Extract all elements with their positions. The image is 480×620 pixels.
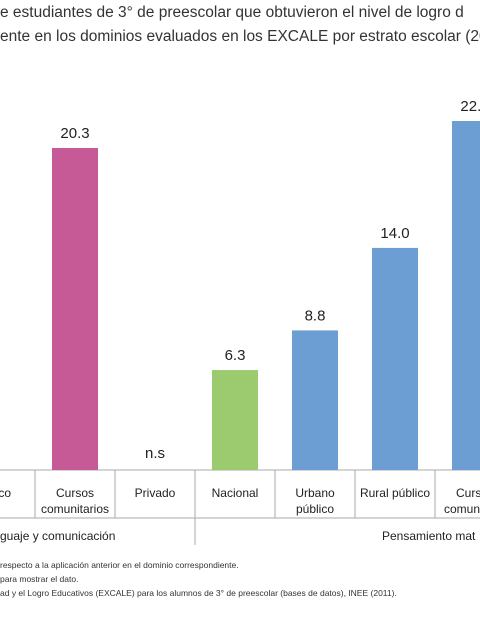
value-label-4: 8.8 bbox=[305, 307, 326, 324]
footnote-2: para mostrar el dato. bbox=[0, 574, 79, 584]
value-label-2: n.s bbox=[145, 445, 165, 462]
group-label-pensamiento: Pensamiento mat bbox=[382, 529, 476, 543]
category-label-6: comunitario bbox=[444, 502, 480, 516]
category-label-4: público bbox=[296, 502, 334, 516]
footnote-3: ad y el Logro Educativos (EXCALE) para l… bbox=[0, 588, 397, 598]
value-label-1: 20.3 bbox=[60, 125, 89, 142]
category-label-1: comunitarios bbox=[41, 502, 109, 516]
value-label-3: 6.3 bbox=[225, 347, 246, 364]
category-label-0: co bbox=[0, 486, 11, 500]
value-label-5: 14.0 bbox=[380, 225, 409, 242]
bar-1 bbox=[52, 147, 98, 470]
category-label-2: Privado bbox=[135, 486, 176, 500]
chart-title-line-2: ente en los dominios evaluados en los EX… bbox=[0, 28, 480, 45]
category-label-3: Nacional bbox=[212, 486, 259, 500]
group-label-lenguaje: guaje y comunicación bbox=[0, 529, 115, 543]
bar-6 bbox=[452, 121, 480, 470]
bar-4 bbox=[292, 330, 338, 470]
bar-5 bbox=[372, 247, 418, 470]
category-label-1: Cursos bbox=[56, 486, 94, 500]
chart-title-line-1: e estudiantes de 3° de preescolar que ob… bbox=[0, 4, 464, 21]
bar-3 bbox=[212, 370, 258, 470]
category-label-4: Urbano bbox=[295, 486, 335, 500]
value-label-6: 22.0 bbox=[460, 98, 480, 115]
footnote-1: respecto a la aplicación anterior en el … bbox=[0, 560, 239, 570]
category-label-6: Cursos bbox=[456, 486, 480, 500]
bar-chart: co 20.3 Cursos comunitarios n.s Privado 6.3 Nac… bbox=[0, 98, 480, 545]
category-label-5: Rural público bbox=[360, 486, 430, 500]
